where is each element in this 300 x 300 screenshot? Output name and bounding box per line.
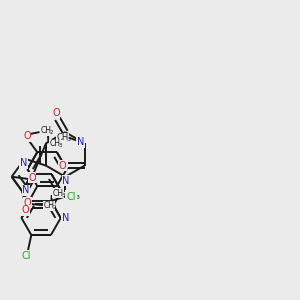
- Text: N: N: [62, 213, 69, 223]
- Text: O: O: [23, 131, 31, 141]
- Text: 2: 2: [50, 130, 53, 135]
- Text: 2: 2: [53, 205, 56, 210]
- Text: Cl: Cl: [22, 251, 31, 261]
- Text: CH: CH: [53, 189, 64, 198]
- Text: 3: 3: [62, 193, 65, 198]
- Text: N: N: [77, 137, 84, 147]
- Text: O: O: [28, 173, 36, 183]
- Text: N: N: [20, 158, 27, 168]
- Text: Cl: Cl: [67, 191, 76, 202]
- Text: CH: CH: [50, 140, 61, 148]
- Text: 3: 3: [75, 195, 80, 200]
- Text: 3: 3: [58, 143, 62, 148]
- Text: O: O: [24, 198, 32, 208]
- Text: CH: CH: [56, 133, 69, 142]
- Text: CH: CH: [40, 126, 52, 135]
- Text: 3: 3: [66, 137, 70, 142]
- Text: O: O: [22, 205, 29, 215]
- Text: CH: CH: [44, 201, 55, 210]
- Text: O: O: [52, 108, 60, 118]
- Text: O: O: [59, 160, 66, 171]
- Text: N: N: [22, 185, 30, 195]
- Text: N: N: [62, 176, 70, 186]
- Text: CH: CH: [66, 191, 78, 200]
